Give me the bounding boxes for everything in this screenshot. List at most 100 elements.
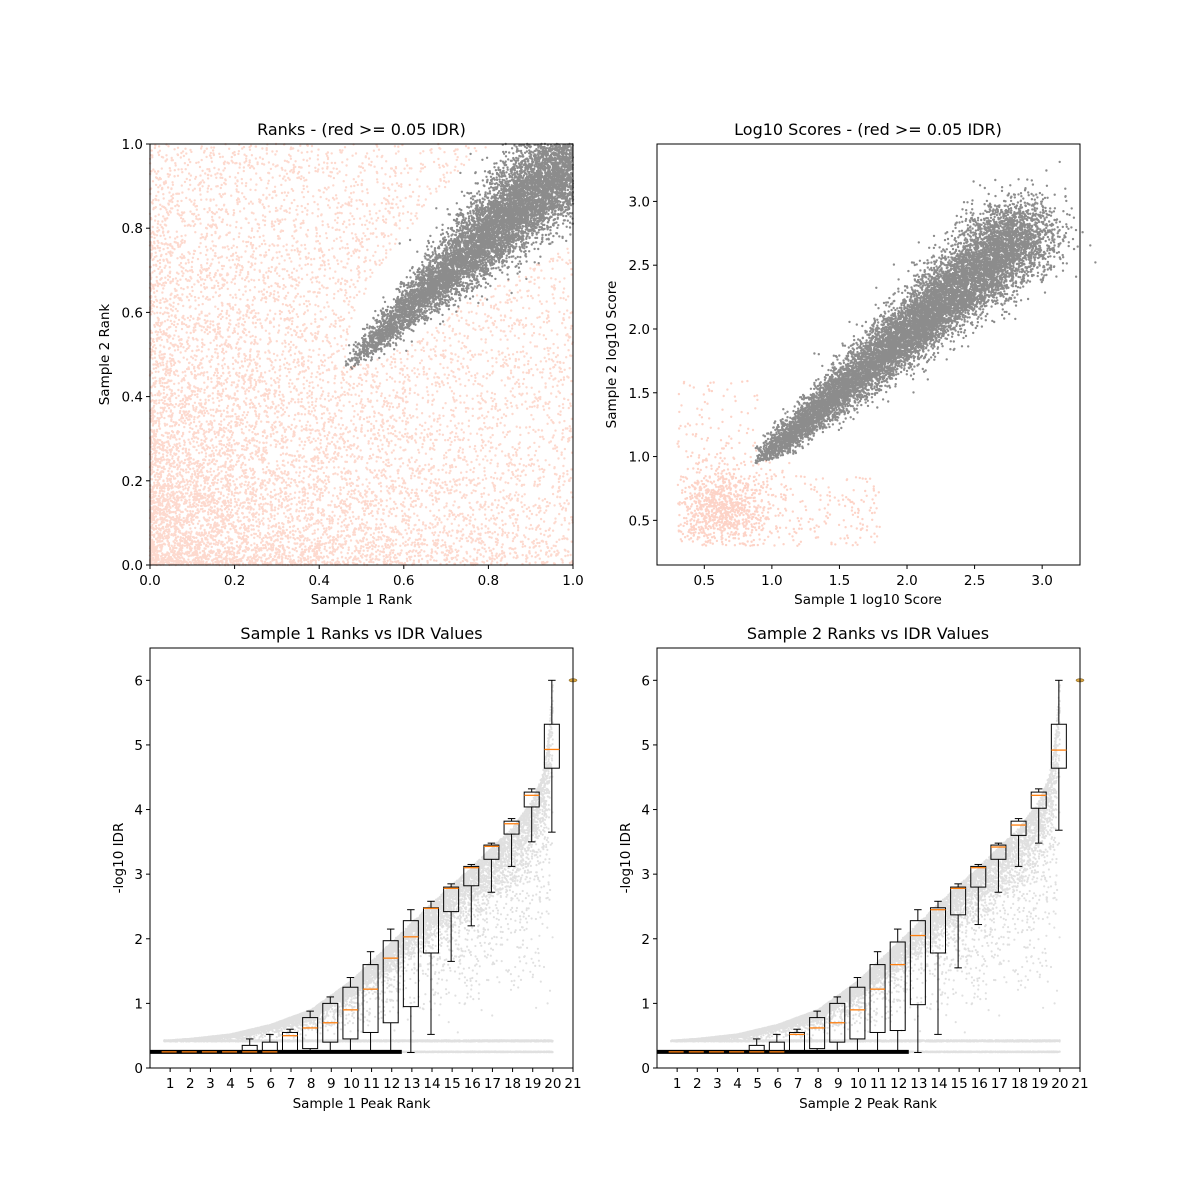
x-tick-label: 3	[206, 1076, 215, 1092]
y-tick-label: 4	[134, 803, 143, 819]
box	[463, 863, 480, 927]
x-tick-label: 20	[1051, 1076, 1068, 1092]
box	[302, 1010, 319, 1053]
panel-sample1-idr-title: Sample 1 Ranks vs IDR Values	[240, 624, 482, 643]
box	[748, 1038, 765, 1053]
panel-sample2-idr-frame	[656, 647, 1081, 1069]
x-tick-label: 1	[166, 1076, 175, 1092]
panel-scores-y-ticks: 0.5 1.0 1.5 2.0 2.5 3.0	[629, 194, 657, 529]
box	[382, 928, 399, 1053]
y-tick-label: 0.2	[122, 474, 143, 490]
x-tick-label: 15	[951, 1076, 968, 1092]
panel-sample2-idr-title: Sample 2 Ranks vs IDR Values	[747, 624, 989, 643]
box-iqr	[788, 1031, 805, 1053]
box-iqr	[970, 865, 987, 888]
x-tick-label: 0.4	[308, 573, 329, 589]
y-tick-label: 0.6	[122, 305, 143, 321]
panel-ranks: Ranks - (red >= 0.05 IDR) 0.0 0.2 0.4 0.6 0.…	[97, 120, 584, 608]
y-tick-label: 1	[134, 996, 143, 1012]
y-tick-label: 6	[134, 673, 143, 689]
x-tick-label: 13	[910, 1076, 927, 1092]
box	[281, 1028, 298, 1053]
box	[929, 900, 946, 1035]
y-tick-label: 0.8	[122, 221, 143, 237]
box	[1050, 679, 1067, 831]
box	[970, 863, 987, 926]
low-idr-points	[676, 379, 881, 547]
y-tick-label: 2.0	[629, 322, 650, 338]
box	[483, 842, 500, 893]
panel-sample2-idr-boxes	[668, 678, 1085, 1053]
box	[849, 977, 866, 1053]
box	[1010, 818, 1027, 867]
x-tick-label: 0.5	[694, 573, 715, 589]
y-tick-label: 1.0	[629, 450, 650, 466]
x-tick-label: 8	[814, 1076, 823, 1092]
panel-sample1-idr-y-label: -log10 IDR	[111, 823, 127, 894]
panel-sample2-idr-x-ticks: 1 2 3 4 5 6 7 8 9 10 11 12 13 14 15 16 17 18 19 20 21	[673, 1068, 1089, 1092]
box-iqr	[342, 986, 359, 1040]
y-tick-label: 6	[641, 673, 650, 689]
x-tick-label: 4	[733, 1076, 742, 1092]
box	[728, 1050, 745, 1053]
y-tick-label: 2.5	[629, 258, 650, 274]
x-tick-label: 19	[1031, 1076, 1048, 1092]
panel-ranks-frame	[149, 143, 574, 566]
box	[1030, 788, 1047, 844]
x-tick-label: 7	[794, 1076, 803, 1092]
box	[422, 900, 439, 1035]
x-tick-label: 21	[1071, 1076, 1088, 1092]
box	[543, 679, 560, 833]
x-tick-label: 3.0	[1031, 573, 1052, 589]
x-tick-label: 21	[564, 1076, 581, 1092]
box-iqr	[1010, 820, 1027, 836]
box	[909, 909, 926, 1053]
x-tick-label: 14	[423, 1076, 440, 1092]
y-tick-label: 0.4	[122, 390, 143, 406]
box-iqr	[443, 886, 460, 913]
y-tick-label: 4	[641, 803, 650, 819]
x-tick-label: 6	[774, 1076, 783, 1092]
panel-sample1-idr-frame	[149, 647, 574, 1069]
box	[829, 996, 846, 1053]
box	[809, 1010, 826, 1053]
panel-scores-x-label: Sample 1 log10 Score	[794, 592, 942, 608]
panel-scores-points	[676, 160, 1097, 547]
box	[688, 1050, 705, 1053]
box-iqr	[909, 920, 926, 1006]
box	[161, 1050, 178, 1053]
x-tick-label: 1.5	[829, 573, 850, 589]
x-tick-label: 0.2	[224, 573, 245, 589]
box	[362, 951, 379, 1053]
panel-ranks-y-label: Sample 2 Rank	[97, 304, 113, 406]
y-tick-label: 0	[641, 1061, 650, 1077]
box-iqr	[543, 723, 560, 769]
panel-scores-frame	[656, 143, 1081, 566]
x-tick-label: 2	[693, 1076, 702, 1092]
x-tick-label: 1.0	[562, 573, 583, 589]
box	[990, 842, 1007, 893]
box	[201, 1050, 218, 1053]
box	[241, 1038, 258, 1053]
x-tick-label: 17	[484, 1076, 501, 1092]
x-tick-label: 20	[544, 1076, 561, 1092]
panel-sample2-idr-x-label: Sample 2 Peak Rank	[799, 1096, 937, 1112]
x-tick-label: 15	[444, 1076, 461, 1092]
box-iqr	[463, 865, 480, 887]
box-iqr	[990, 844, 1007, 860]
box-iqr	[849, 986, 866, 1040]
box-iqr	[1050, 723, 1067, 769]
high-idr-points	[344, 142, 575, 370]
x-tick-label: 9	[834, 1076, 843, 1092]
y-tick-label: 0.5	[629, 513, 650, 529]
box	[261, 1033, 278, 1053]
x-tick-label: 0.0	[139, 573, 160, 589]
x-tick-label: 0.6	[393, 573, 414, 589]
y-tick-label: 2	[641, 932, 650, 948]
box	[788, 1028, 805, 1053]
y-tick-label: 5	[641, 738, 650, 754]
box-iqr	[809, 1017, 826, 1050]
y-tick-label: 1.5	[629, 386, 650, 402]
x-tick-label: 6	[267, 1076, 276, 1092]
